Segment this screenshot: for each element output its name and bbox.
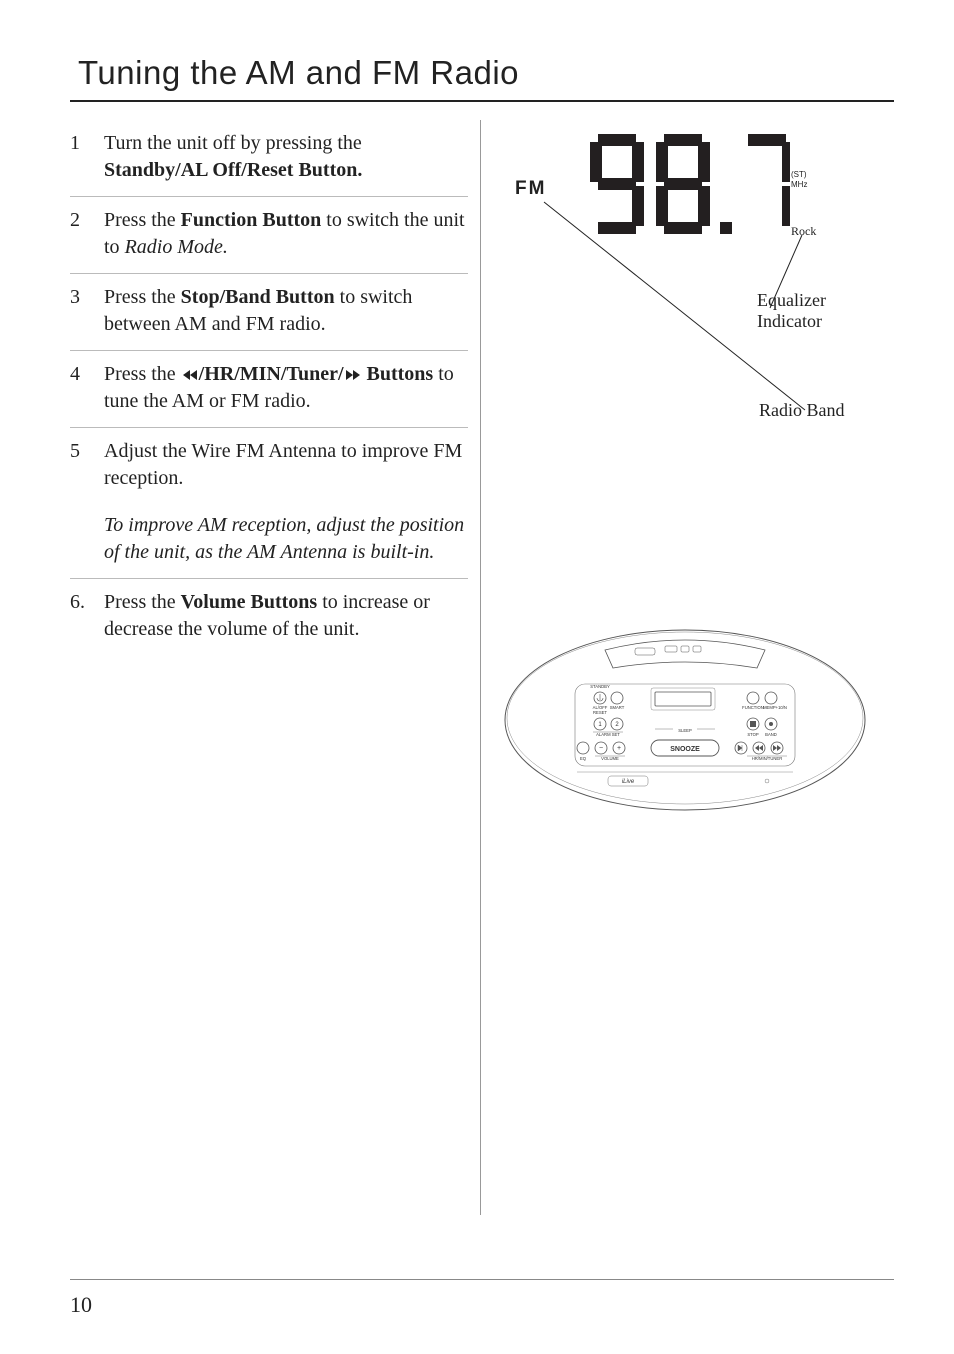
svg-text:MEMP+10/N: MEMP+10/N [763, 705, 787, 710]
svg-text:RESET: RESET [593, 710, 607, 715]
svg-text:SMART: SMART [610, 705, 625, 710]
radio-band-callout: Radio Band [759, 400, 845, 421]
step-number: 6. [70, 589, 104, 643]
step-5: 5 Adjust the Wire FM Antenna to improve … [70, 428, 468, 579]
step-text: Press the [104, 591, 181, 613]
step-3: 3 Press the Stop/Band Button to switch b… [70, 274, 468, 351]
step-bold: Function Button [181, 209, 322, 231]
step-4: 4 Press the /HR/MIN/Tuner/ Buttons to tu… [70, 351, 468, 428]
step-number: 2 [70, 207, 104, 261]
step-bold: /HR/MIN/Tuner/ Buttons [181, 363, 434, 385]
page-number: 10 [70, 1292, 92, 1318]
page-title: Tuning the AM and FM Radio [78, 54, 894, 92]
svg-text:HR/MIN/TUNER: HR/MIN/TUNER [752, 756, 782, 761]
instructions-column: 1 Turn the unit off by pressing the Stan… [70, 120, 480, 1215]
step-body: Adjust the Wire FM Antenna to improve FM… [104, 438, 468, 566]
step-number: 3 [70, 284, 104, 338]
svg-text:SLEEP: SLEEP [678, 728, 692, 733]
svg-text:ALARM SET: ALARM SET [596, 732, 620, 737]
step-body: Press the /HR/MIN/Tuner/ Buttons to tune… [104, 361, 468, 415]
step-2: 2 Press the Function Button to switch th… [70, 197, 468, 274]
rewind-icon [181, 368, 199, 382]
step-bold: Volume Buttons [181, 591, 318, 613]
step-number: 5 [70, 438, 104, 566]
step-body: Press the Stop/Band Button to switch bet… [104, 284, 468, 338]
heading-rule [70, 100, 894, 102]
svg-text:SNOOZE: SNOOZE [670, 746, 700, 753]
svg-text:FUNCTION: FUNCTION [742, 705, 764, 710]
svg-text:−: − [599, 745, 603, 752]
page: Tuning the AM and FM Radio 1 Turn the un… [0, 0, 954, 1354]
fast-forward-icon [344, 368, 362, 382]
svg-text:STOP: STOP [747, 732, 759, 737]
step-6: 6. Press the Volume Buttons to increase … [70, 579, 468, 655]
columns: 1 Turn the unit off by pressing the Stan… [70, 120, 894, 1215]
step-number: 1 [70, 130, 104, 184]
svg-text:STANDBY: STANDBY [590, 684, 610, 689]
equalizer-callout: Equalizer Indicator [757, 290, 826, 332]
svg-text:1: 1 [598, 722, 602, 728]
step-text: Adjust the Wire FM Antenna to improve FM… [104, 440, 462, 489]
step-note: To improve AM reception, adjust the posi… [104, 512, 468, 566]
step-text: Press the [104, 363, 181, 385]
svg-text:iLive: iLive [622, 779, 635, 785]
svg-text:2: 2 [615, 722, 619, 728]
svg-text:BAND: BAND [765, 732, 777, 737]
callout-line2: Indicator [757, 311, 822, 331]
svg-text:VOLUME: VOLUME [601, 756, 619, 761]
unit-top-diagram: STANDBY AL/OFF RESET SMART FUNCTION MEMP… [495, 590, 875, 840]
figure-column: FM [481, 120, 894, 1215]
callout-line1: Equalizer [757, 290, 826, 310]
step-body: Turn the unit off by pressing the Standb… [104, 130, 468, 184]
step-text: Turn the unit off by pressing the [104, 132, 362, 154]
svg-text:+: + [617, 745, 621, 752]
step-text: Press the [104, 286, 181, 308]
footer-rule [70, 1279, 894, 1280]
step-body: Press the Volume Buttons to increase or … [104, 589, 468, 643]
step-number: 4 [70, 361, 104, 415]
unit-svg: STANDBY AL/OFF RESET SMART FUNCTION MEMP… [495, 590, 875, 840]
svg-text:EQ: EQ [580, 756, 587, 761]
step-text: Press the [104, 209, 181, 231]
radio-display-diagram: FM [495, 130, 875, 450]
steps-list: 1 Turn the unit off by pressing the Stan… [70, 120, 468, 655]
step-bold: Stop/Band Button [181, 286, 335, 308]
step-body: Press the Function Button to switch the … [104, 207, 468, 261]
step-1: 1 Turn the unit off by pressing the Stan… [70, 120, 468, 197]
step-italic: Radio Mode. [125, 236, 228, 258]
step-bold: Standby/AL Off/Reset Button. [104, 159, 362, 181]
